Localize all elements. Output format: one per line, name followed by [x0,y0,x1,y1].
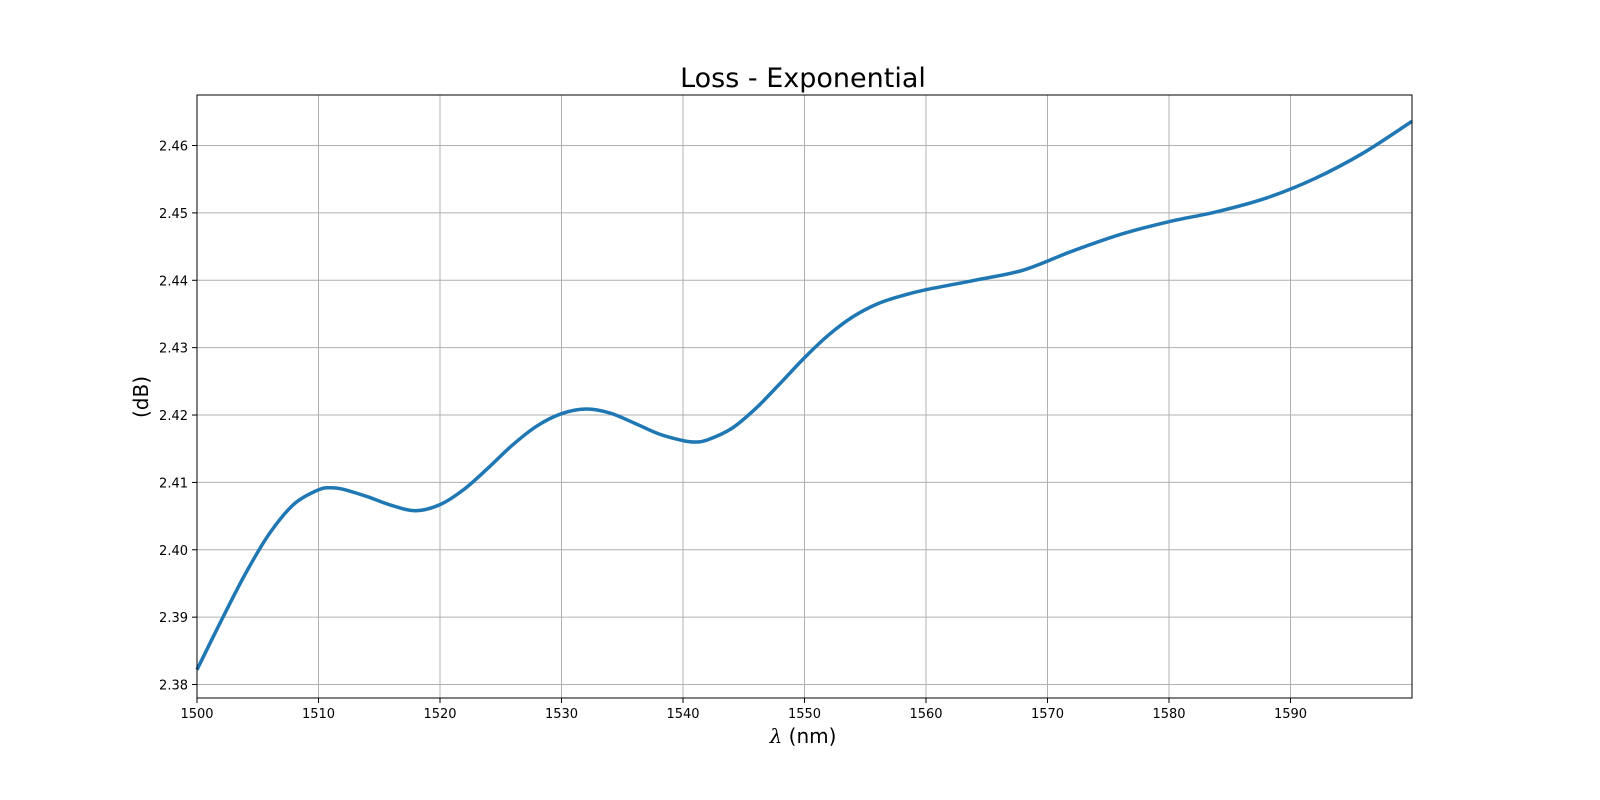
y-axis-label: (dB) [129,376,153,418]
x-tick-label: 1540 [666,707,699,722]
y-tick-label: 2.43 [159,342,188,357]
x-tick-label: 1560 [909,707,942,722]
y-tick-label: 2.40 [159,544,188,559]
grid-lines [196,95,1412,698]
x-tick-label: 1530 [545,707,578,722]
y-tick-label: 2.44 [159,274,188,289]
loss-line [195,119,1413,671]
y-tick-label: 2.46 [159,140,188,155]
x-tick-label: 1590 [1274,707,1307,722]
y-tick-label: 2.45 [159,207,188,222]
y-tick-label: 2.39 [159,611,188,626]
x-axis-label: λ (nm) [769,724,837,748]
x-tick-label: 1550 [788,707,821,722]
axis-ticks: 1500 1510 1520 1530 1540 1550 1560 1570 1580 1590… [159,140,1307,722]
y-tick-label: 2.42 [159,409,188,424]
y-tick-label: 2.41 [159,476,188,491]
x-tick-label: 1580 [1152,707,1185,722]
x-tick-label: 1500 [180,707,213,722]
chart-title: Loss - Exponential [680,63,926,94]
data-series [195,119,1413,671]
y-tick-label: 2.38 [159,679,188,694]
x-tick-label: 1510 [302,707,335,722]
x-axis-unit: (nm) [782,724,836,748]
lambda-symbol: λ [769,724,783,748]
x-tick-label: 1570 [1031,707,1064,722]
x-tick-label: 1520 [423,707,456,722]
